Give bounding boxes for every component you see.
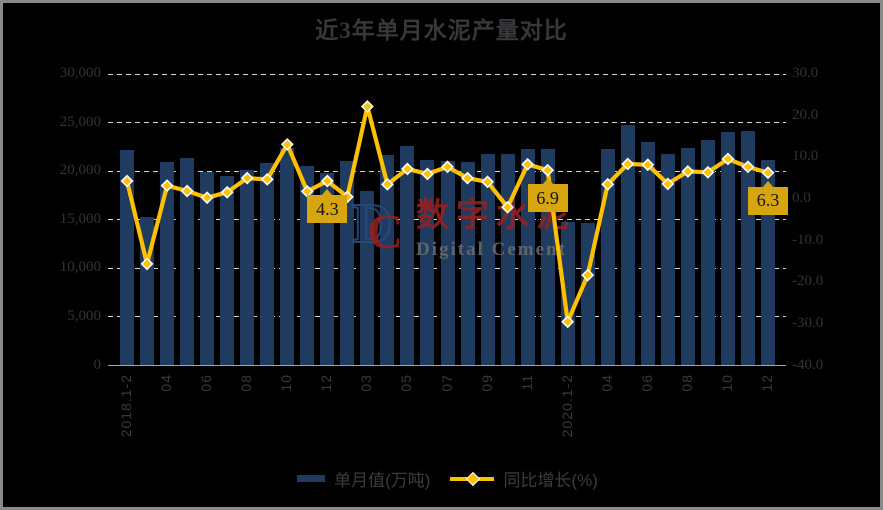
bar-2020.06 <box>640 142 655 366</box>
x-axis-line <box>108 365 786 366</box>
watermark-logo-c: C <box>367 203 404 259</box>
x-tick-label-04: 04 <box>158 374 175 392</box>
watermark-logo: D C <box>351 192 408 259</box>
grid-line <box>108 122 786 124</box>
diamond-marker-icon <box>466 471 481 486</box>
line-series-label: 同比增长(%) <box>503 471 598 490</box>
left-axis-tick-label: 30,000 <box>59 65 101 81</box>
legend-item-line-series: 同比增长(%) <box>450 466 598 491</box>
bar-2018.06 <box>200 172 215 366</box>
data-label-pointer <box>542 178 553 185</box>
bar-2018.1-2 <box>120 149 134 366</box>
x-tick-label-08: 08 <box>678 374 695 392</box>
left-axis-tick-label: 15,000 <box>59 210 101 227</box>
right-axis-tick-label: 10.0 <box>792 148 819 165</box>
bar-2019.07 <box>440 161 455 366</box>
right-axis-tick-label: 0.0 <box>792 189 811 206</box>
x-tick-label-10: 10 <box>278 374 295 392</box>
bar-2018.04 <box>160 162 175 366</box>
x-tick-label-06: 06 <box>638 374 655 392</box>
x-tick-label-12: 12 <box>758 374 775 392</box>
bar-2020.08 <box>680 147 695 366</box>
data-label-4.3: 4.3 <box>307 189 348 224</box>
bar-2020.05 <box>620 124 635 366</box>
bar-2020.03 <box>580 222 595 366</box>
x-tick-label-2020.1-2: 2020.1-2 <box>558 374 575 438</box>
legend-item-bar-series: 单月值(万吨) <box>297 466 430 491</box>
bar-2020.04 <box>600 148 615 366</box>
right-axis-tick-label: -20.0 <box>792 273 824 290</box>
bar-2018.09 <box>260 163 275 366</box>
x-tick-label-09: 09 <box>478 374 495 392</box>
bar-series-swatch <box>297 475 326 482</box>
x-tick-label-03: 03 <box>358 374 375 392</box>
left-axis-tick-label: 0 <box>93 356 102 373</box>
x-tick-label-06: 06 <box>198 374 215 392</box>
x-tick-label-04: 04 <box>598 374 615 392</box>
right-axis-tick-label: 20.0 <box>792 106 819 123</box>
bar-2018.10 <box>280 147 295 366</box>
left-axis-tick-label: 20,000 <box>59 162 101 179</box>
left-axis-tick-label: 25,000 <box>59 113 101 130</box>
x-tick-label-07: 07 <box>438 374 455 392</box>
x-tick-label-10: 10 <box>718 374 735 392</box>
data-label-6.9: 6.9 <box>527 178 568 213</box>
bar-2019.06 <box>420 160 435 366</box>
line-marker-2019.03 <box>360 100 374 113</box>
watermark-en-text: Digital Cement <box>416 239 567 260</box>
right-axis-tick-label: -40.0 <box>792 356 824 373</box>
legend: 单月值(万吨) 同比增长(%) <box>117 466 778 491</box>
x-tick-label-2018.1-2: 2018.1-2 <box>118 374 134 438</box>
bar-2018.07 <box>220 176 235 366</box>
bar-2019.08 <box>460 162 475 366</box>
right-axis-tick-label: -30.0 <box>792 314 824 331</box>
data-label-pointer <box>322 189 333 196</box>
right-axis-tick-label: -10.0 <box>792 231 824 248</box>
bar-series-label: 单月值(万吨) <box>334 471 431 490</box>
right-axis-tick-label: 30.0 <box>792 65 819 81</box>
x-tick-label-12: 12 <box>318 374 335 392</box>
bar-2020.09 <box>700 140 715 366</box>
grid-line <box>108 73 786 75</box>
data-label-pointer <box>762 180 773 187</box>
data-label-6.3: 6.3 <box>747 180 788 215</box>
bar-2020.07 <box>660 153 675 366</box>
bar-2020.10 <box>720 132 735 366</box>
left-axis-tick-label: 10,000 <box>59 259 101 276</box>
x-tick-label-08: 08 <box>238 374 255 392</box>
left-axis-tick-label: 5,000 <box>67 307 101 324</box>
bar-2018.03 <box>140 216 155 366</box>
bar-2020.11 <box>740 131 755 366</box>
x-tick-label-11: 11 <box>518 374 535 391</box>
bar-2018.05 <box>180 157 195 366</box>
line-series-swatch <box>450 471 495 486</box>
bar-2018.08 <box>240 170 255 366</box>
x-tick-label-05: 05 <box>398 374 415 392</box>
chart-title: 近3年单月水泥产量对比 <box>315 18 568 43</box>
